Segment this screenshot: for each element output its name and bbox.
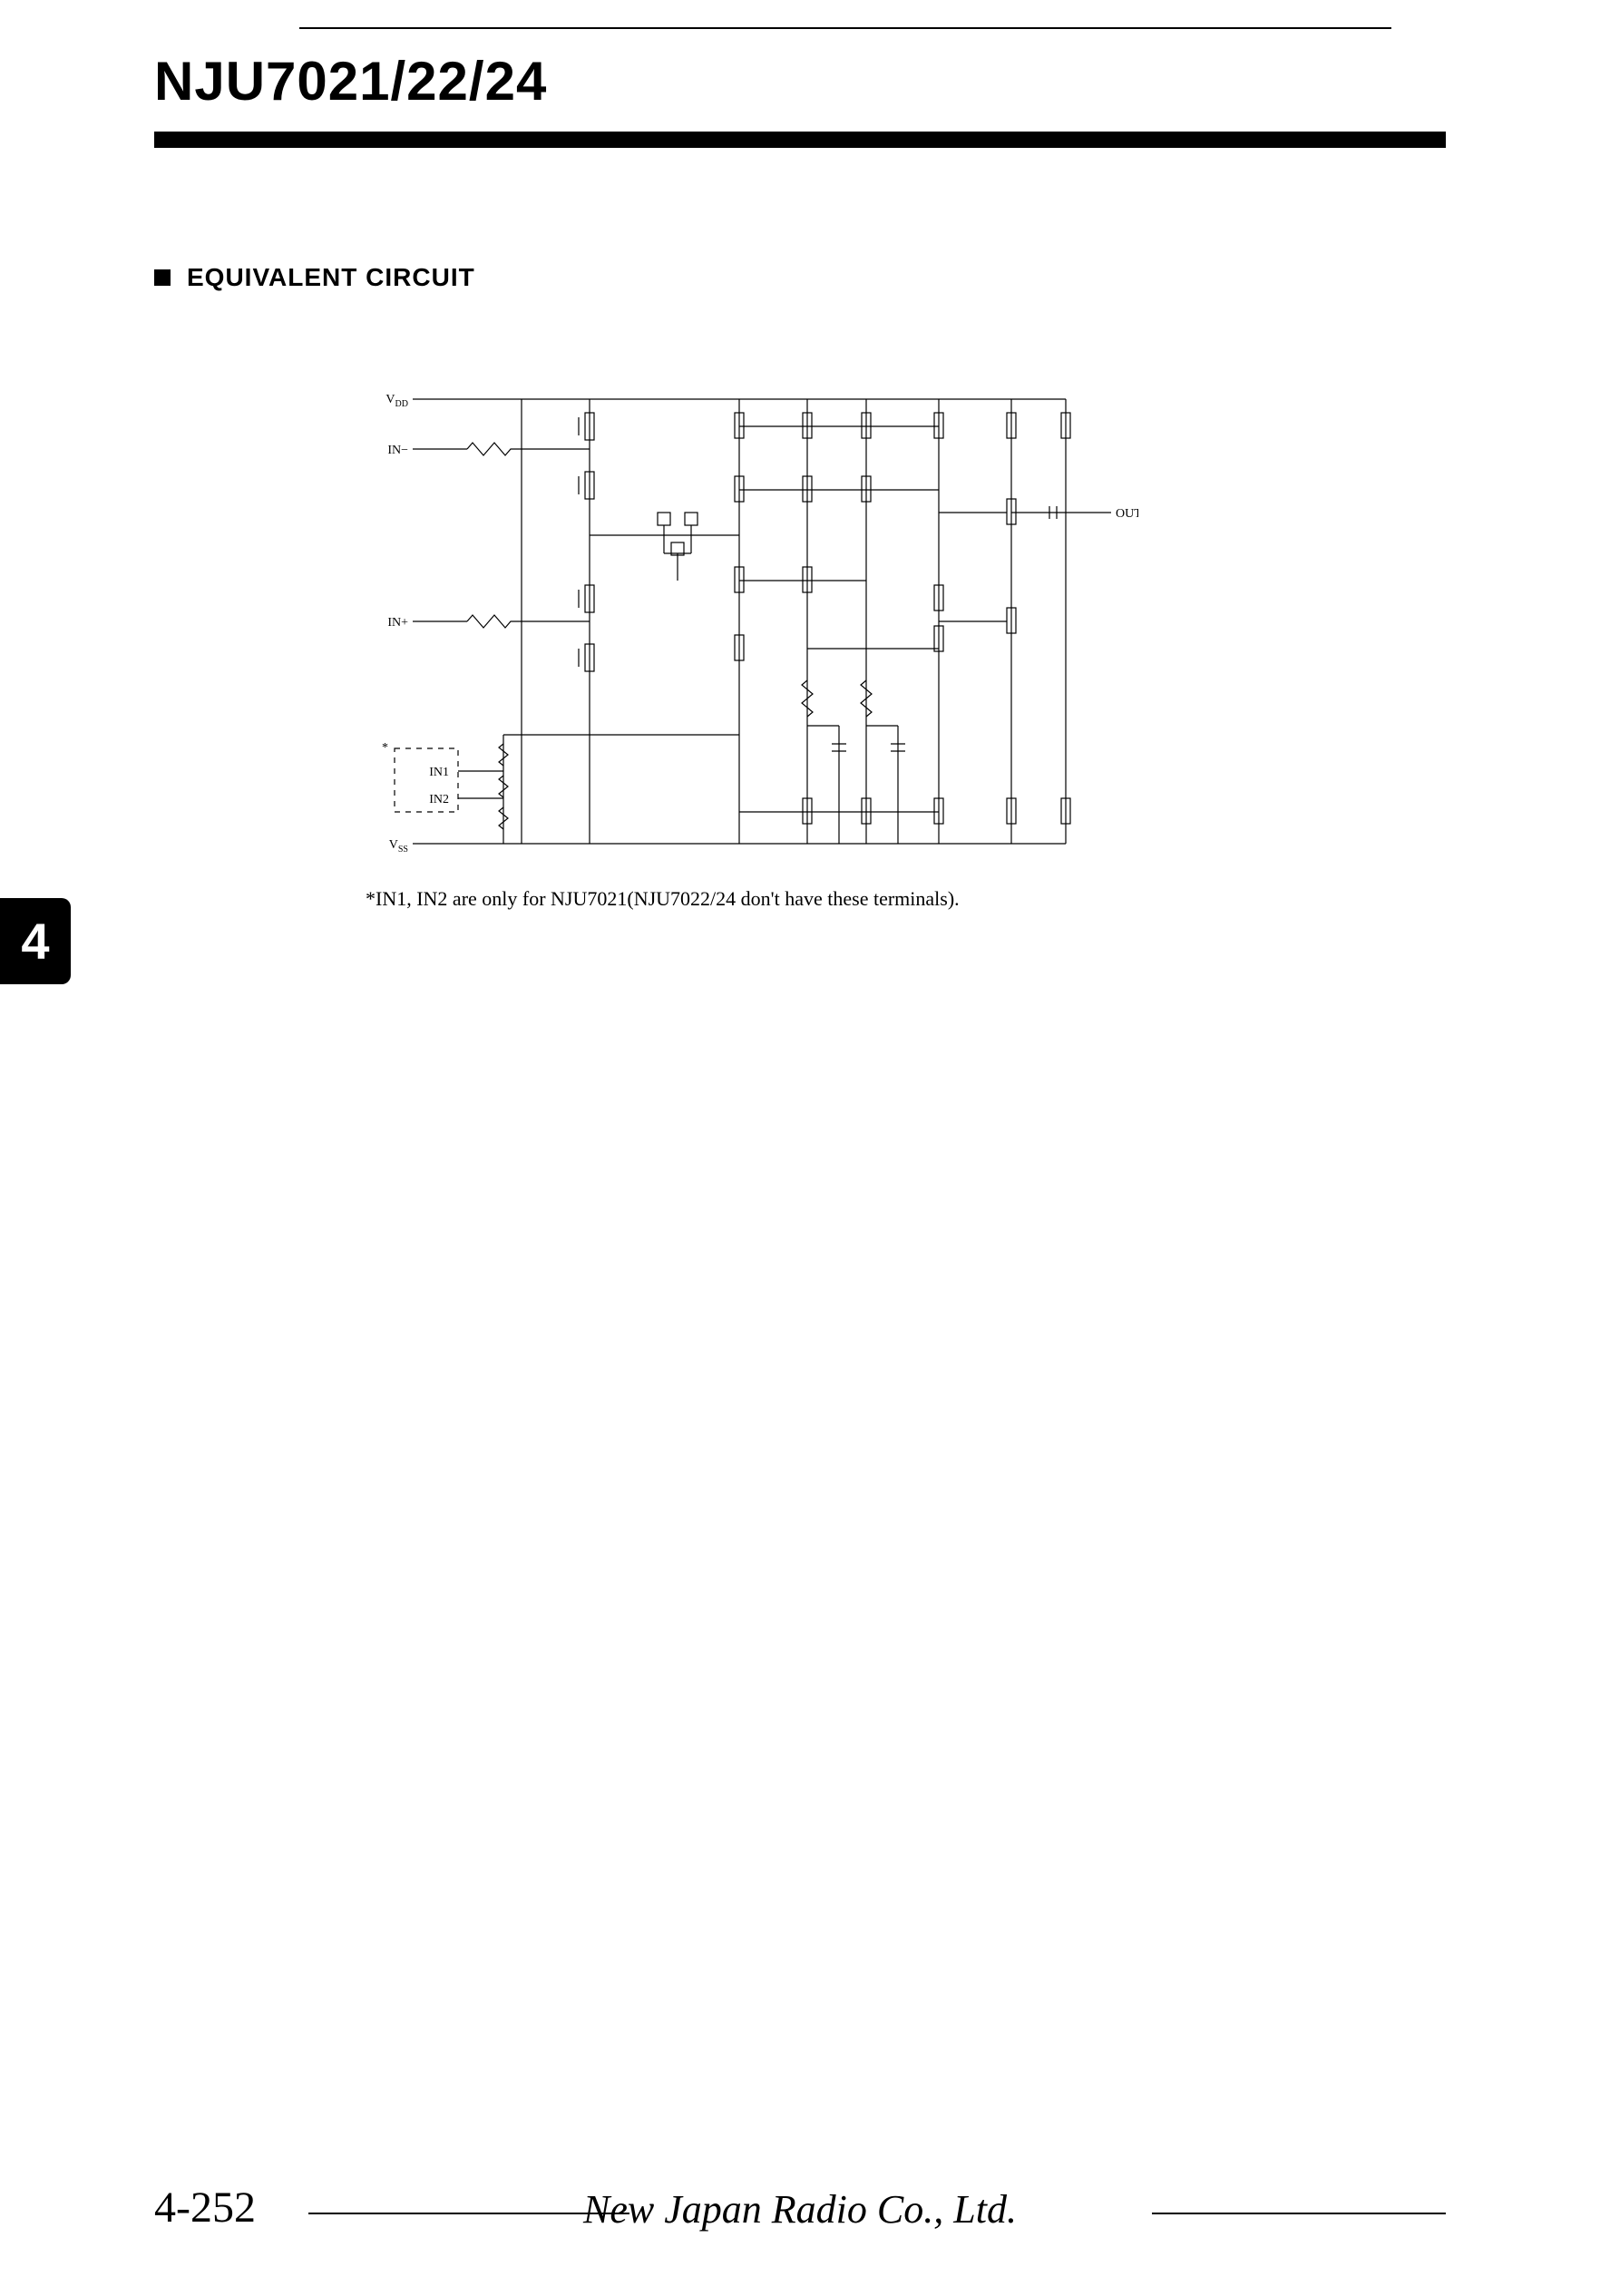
part-number-heading: NJU7021/22/24: [154, 50, 547, 112]
pin-in2-label: IN2: [429, 793, 449, 806]
footer-rule-left: [308, 2213, 629, 2214]
section-bullet-icon: [154, 269, 171, 286]
section-side-tab: 4: [0, 898, 71, 984]
top-rule: [299, 27, 1391, 29]
pin-in-minus-label: IN−: [387, 444, 408, 457]
footer-company-name: New Japan Radio Co., Ltd.: [583, 2186, 1017, 2232]
equivalent-circuit-diagram: VDD IN− IN+ * IN1 IN2 VSS OUT *IN1, IN2 …: [358, 363, 1138, 911]
circuit-svg: VDD IN− IN+ * IN1 IN2 VSS OUT: [358, 363, 1138, 880]
pin-in-plus-label: IN+: [387, 616, 408, 630]
pin-star-label: *: [382, 741, 388, 755]
section-title: EQUIVALENT CIRCUIT: [187, 263, 475, 292]
page: NJU7021/22/24 EQUIVALENT CIRCUIT: [0, 0, 1600, 2296]
section-header: EQUIVALENT CIRCUIT: [154, 263, 475, 292]
page-footer: 4-252 New Japan Radio Co., Ltd.: [154, 2178, 1446, 2232]
pin-out-label: OUT: [1116, 507, 1138, 521]
pin-in1-label: IN1: [429, 766, 449, 779]
svg-text:VDD: VDD: [385, 393, 408, 409]
pin-vdd-sub: DD: [395, 399, 408, 409]
pin-vdd-label: V: [385, 393, 395, 406]
pin-vss-label: V: [389, 838, 398, 852]
svg-text:VSS: VSS: [389, 838, 408, 855]
page-number: 4-252: [154, 2183, 256, 2232]
header-thick-rule: [154, 132, 1446, 148]
pin-vss-sub: SS: [398, 845, 408, 855]
footer-rule-right: [1152, 2213, 1446, 2214]
diagram-footnote: *IN1, IN2 are only for NJU7021(NJU7022/2…: [366, 887, 1138, 911]
